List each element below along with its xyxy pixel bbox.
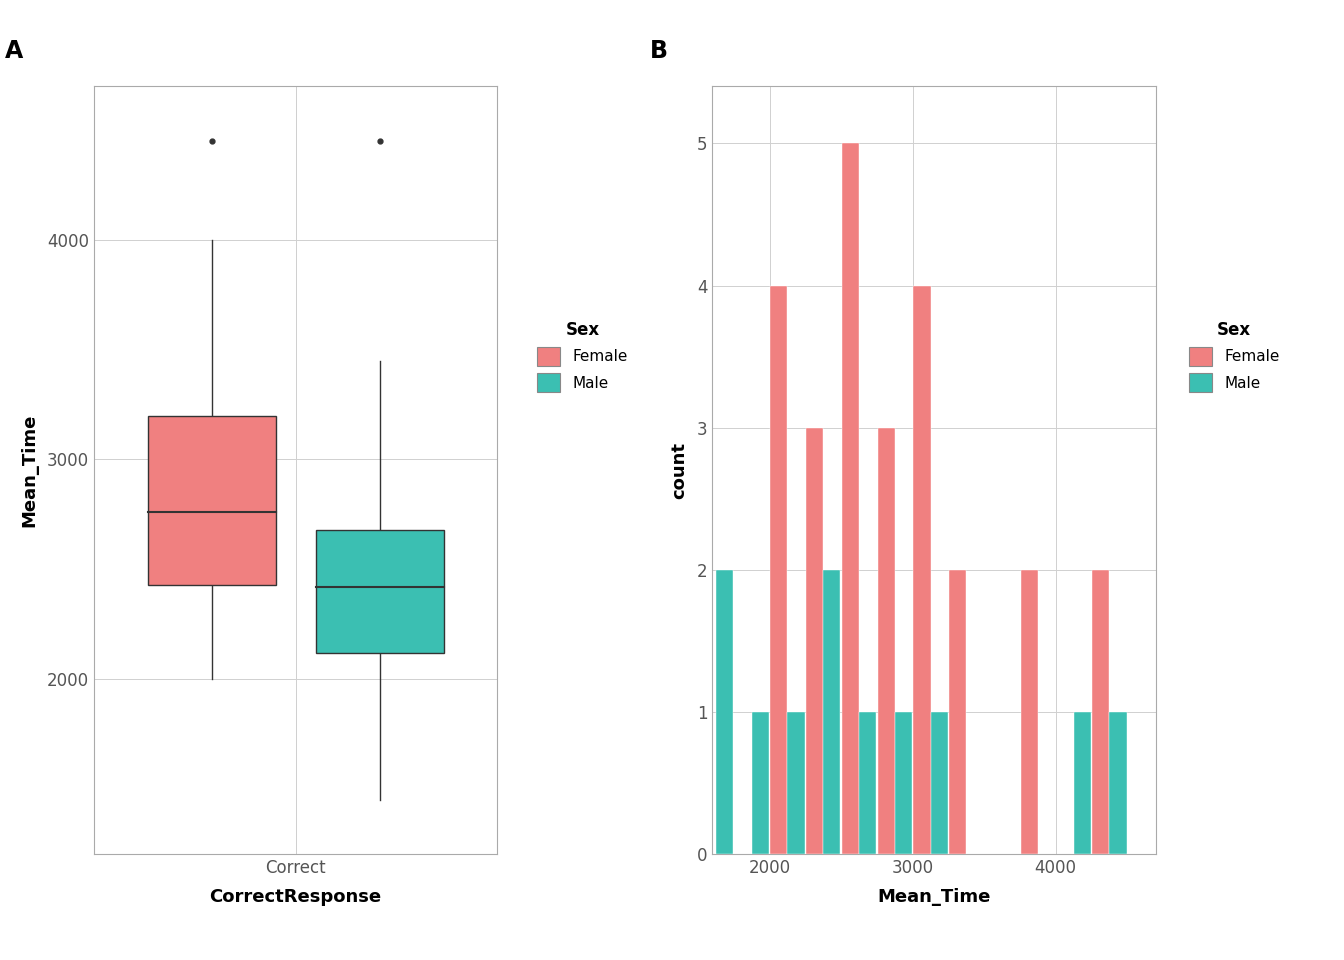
Bar: [895, 712, 911, 854]
Bar: [316, 530, 444, 653]
Bar: [823, 570, 840, 854]
Legend: Female, Male: Female, Male: [526, 309, 640, 404]
Bar: [859, 712, 876, 854]
X-axis label: CorrectResponse: CorrectResponse: [210, 888, 382, 906]
Text: B: B: [650, 39, 668, 63]
Text: A: A: [5, 39, 24, 63]
Y-axis label: count: count: [671, 442, 688, 499]
Bar: [949, 570, 966, 854]
Bar: [770, 285, 788, 854]
Legend: Female, Male: Female, Male: [1177, 309, 1292, 404]
Bar: [914, 285, 930, 854]
Bar: [1020, 570, 1038, 854]
Bar: [751, 712, 769, 854]
Bar: [930, 712, 948, 854]
X-axis label: Mean_Time: Mean_Time: [878, 888, 991, 906]
Bar: [148, 416, 276, 585]
Bar: [1074, 712, 1091, 854]
Bar: [788, 712, 805, 854]
Bar: [806, 428, 823, 854]
Bar: [1109, 712, 1126, 854]
Bar: [841, 143, 859, 854]
Bar: [1093, 570, 1109, 854]
Bar: [878, 428, 895, 854]
Y-axis label: Mean_Time: Mean_Time: [20, 414, 39, 527]
Bar: [716, 570, 732, 854]
